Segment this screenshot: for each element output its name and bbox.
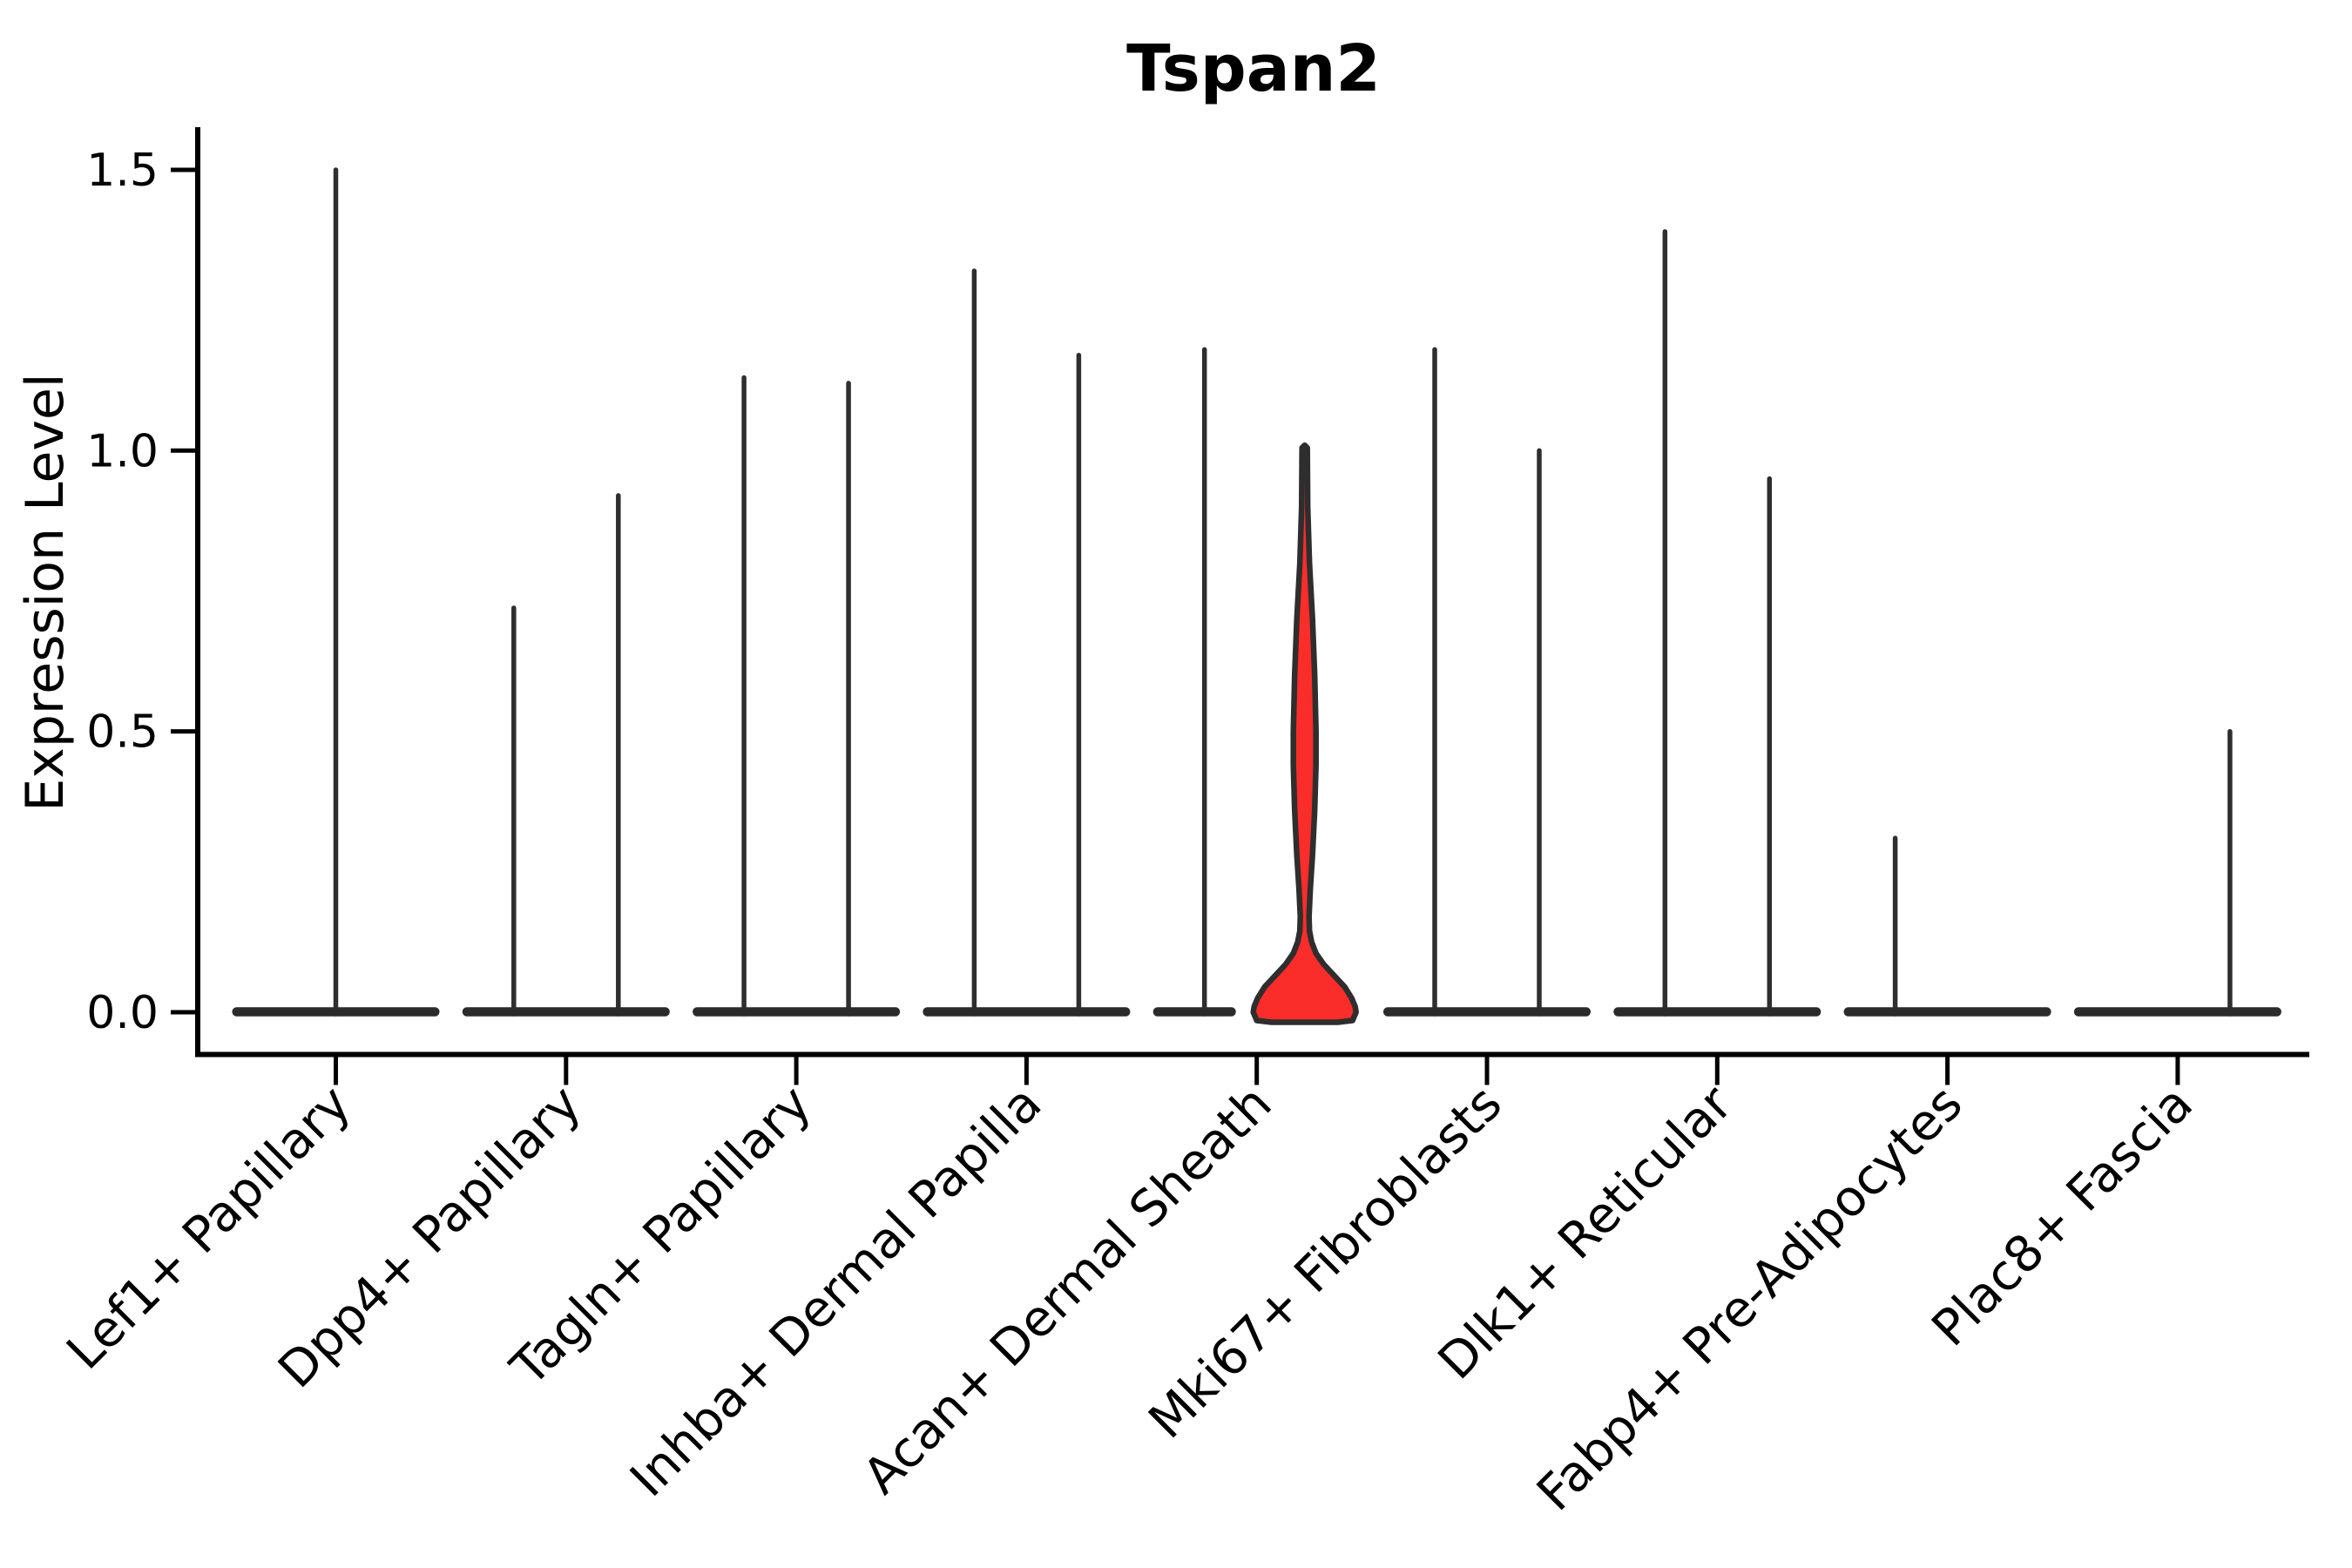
violin-zero-bar bbox=[232, 1007, 440, 1017]
violin-zero-bar bbox=[923, 1007, 1131, 1017]
y-tick-label: 0.5 bbox=[86, 706, 159, 759]
violin-zero-bar bbox=[1613, 1007, 1821, 1017]
violin-zero-bar bbox=[2073, 1007, 2281, 1017]
plot-title: Tspan2 bbox=[1126, 31, 1381, 106]
y-axis-label: Expression Level bbox=[15, 373, 76, 811]
violin-zero-bar bbox=[1843, 1007, 2051, 1017]
x-tick-label: Inhba+ Dermal Papilla bbox=[619, 1075, 1052, 1508]
x-tick-label: Fabp4+ Pre-Adipocytes bbox=[1526, 1075, 1973, 1522]
violin-zero-bar bbox=[693, 1007, 901, 1017]
y-tick-label: 1.0 bbox=[86, 425, 159, 477]
x-tick-label: Acan+ Dermal Sheath bbox=[852, 1075, 1282, 1505]
violin-zero-bar bbox=[1152, 1007, 1236, 1017]
highlight-violin bbox=[1250, 442, 1359, 1025]
violin-zero-bar bbox=[462, 1007, 670, 1017]
violin-zero-bar bbox=[1383, 1007, 1591, 1017]
y-tick-label: 1.5 bbox=[86, 145, 159, 197]
y-tick-label: 0.0 bbox=[86, 987, 159, 1039]
violins-layer bbox=[232, 167, 2281, 1025]
